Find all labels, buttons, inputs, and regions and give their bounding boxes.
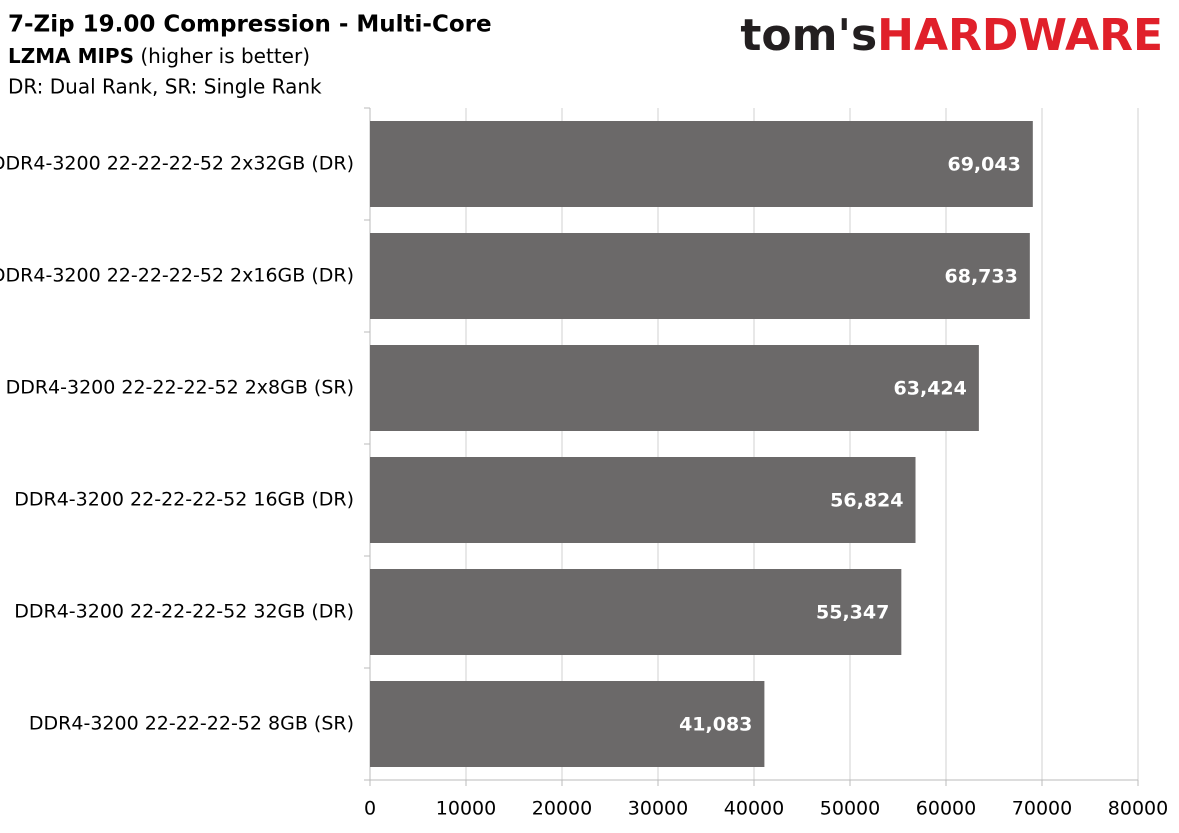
x-tick-label: 10000 <box>436 798 496 820</box>
x-tick-label: 60000 <box>916 798 976 820</box>
logo: tom'sHARDWARE <box>740 10 1163 61</box>
value-label: 55,347 <box>816 602 889 624</box>
x-tick-label: 50000 <box>820 798 880 820</box>
chart-subtitle: LZMA MIPS (higher is better) <box>8 44 310 68</box>
bar <box>370 681 765 767</box>
logo-left: tom's <box>740 10 877 61</box>
y-tick-label: DDR4-3200 22-22-22-52 2x32GB (DR) <box>0 153 354 175</box>
y-tick-label: DDR4-3200 22-22-22-52 2x8GB (SR) <box>6 377 354 399</box>
x-tick-label: 0 <box>364 798 376 820</box>
x-tick-label: 80000 <box>1108 798 1168 820</box>
bar <box>370 121 1033 207</box>
chart-title: 7-Zip 19.00 Compression - Multi-Core <box>8 12 492 38</box>
bar <box>370 457 916 543</box>
value-label: 63,424 <box>894 378 967 400</box>
subtitle-suffix: (higher is better) <box>140 44 310 68</box>
y-tick-label: DDR4-3200 22-22-22-52 2x16GB (DR) <box>0 265 354 287</box>
value-label: 41,083 <box>679 714 752 736</box>
bar <box>370 345 979 431</box>
value-label: 68,733 <box>945 266 1018 288</box>
value-label: 69,043 <box>947 154 1020 176</box>
y-tick-label: DDR4-3200 22-22-22-52 8GB (SR) <box>29 713 354 735</box>
x-tick-label: 30000 <box>628 798 688 820</box>
x-tick-label: 40000 <box>724 798 784 820</box>
logo-right: HARDWARE <box>877 10 1163 61</box>
bar <box>370 233 1030 319</box>
chart-note: DR: Dual Rank, SR: Single Rank <box>8 75 322 99</box>
y-tick-label: DDR4-3200 22-22-22-52 32GB (DR) <box>14 601 354 623</box>
x-tick-label: 20000 <box>532 798 592 820</box>
y-tick-label: DDR4-3200 22-22-22-52 16GB (DR) <box>14 489 354 511</box>
value-label: 56,824 <box>830 490 903 512</box>
x-tick-label: 70000 <box>1012 798 1072 820</box>
subtitle-bold: LZMA MIPS <box>8 44 134 68</box>
bar <box>370 569 902 655</box>
